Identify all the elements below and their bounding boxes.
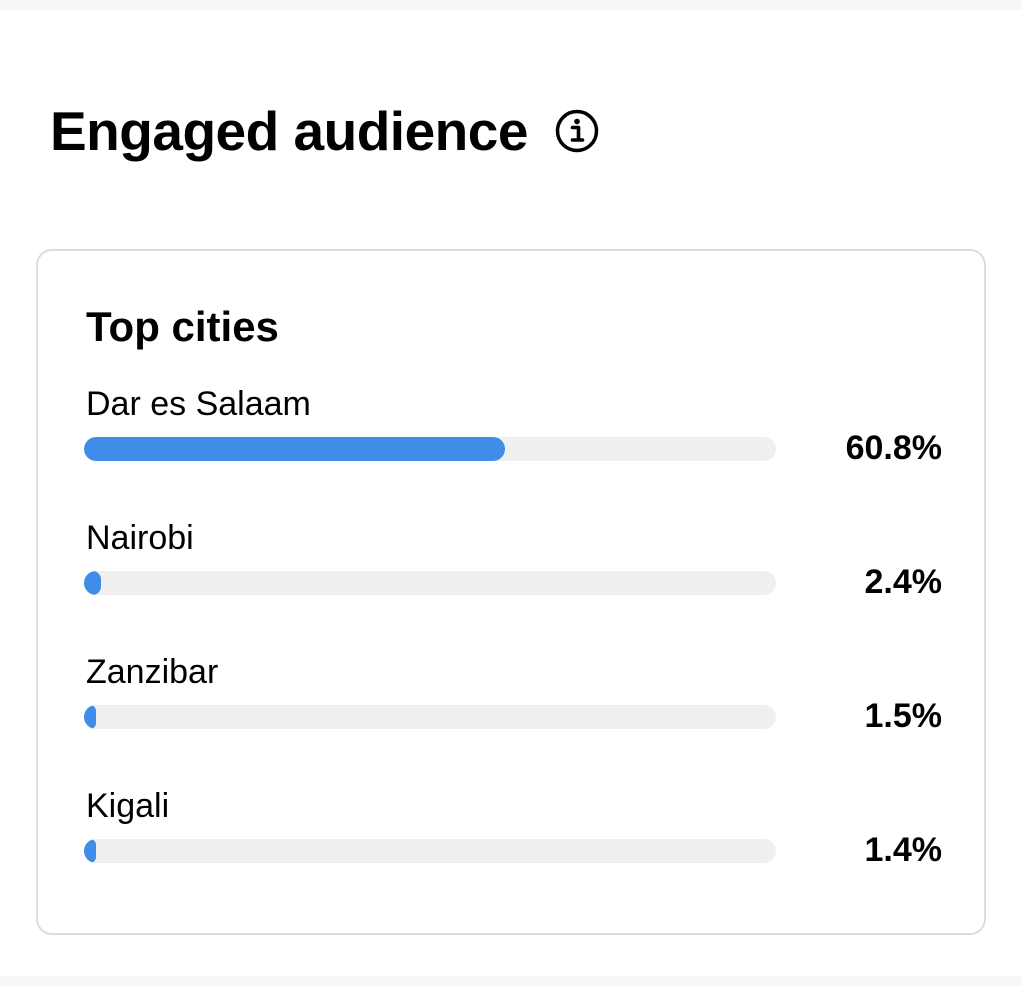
city-row-kigali: Kigali 1.4% <box>38 785 984 885</box>
city-percent: 1.5% <box>864 697 943 735</box>
progress-track <box>84 571 776 595</box>
progress-fill <box>84 437 505 461</box>
city-row-dar-es-salaam: Dar es Salaam 60.8% <box>38 383 984 483</box>
city-name: Kigali <box>86 787 170 825</box>
progress-track <box>84 437 776 461</box>
progress-track <box>84 839 776 863</box>
card-title: Top cities <box>86 303 279 350</box>
progress-fill <box>84 839 96 863</box>
section-header: Engaged audience <box>50 98 600 164</box>
progress-track <box>84 705 776 729</box>
page-title: Engaged audience <box>50 100 528 162</box>
bottom-divider <box>0 976 1022 986</box>
progress-fill <box>84 705 96 729</box>
city-percent: 2.4% <box>864 563 943 601</box>
progress-fill <box>84 571 101 595</box>
city-percent: 60.8% <box>845 429 942 467</box>
city-percent: 1.4% <box>864 831 943 869</box>
city-name: Nairobi <box>86 519 194 557</box>
city-row-zanzibar: Zanzibar 1.5% <box>38 651 984 751</box>
city-name: Dar es Salaam <box>86 385 311 423</box>
top-cities-card: Top cities Dar es Salaam 60.8% Nairobi 2… <box>36 249 986 935</box>
city-row-nairobi: Nairobi 2.4% <box>38 517 984 617</box>
top-divider <box>0 0 1022 10</box>
city-name: Zanzibar <box>86 653 219 691</box>
info-circle-icon[interactable] <box>554 108 600 154</box>
